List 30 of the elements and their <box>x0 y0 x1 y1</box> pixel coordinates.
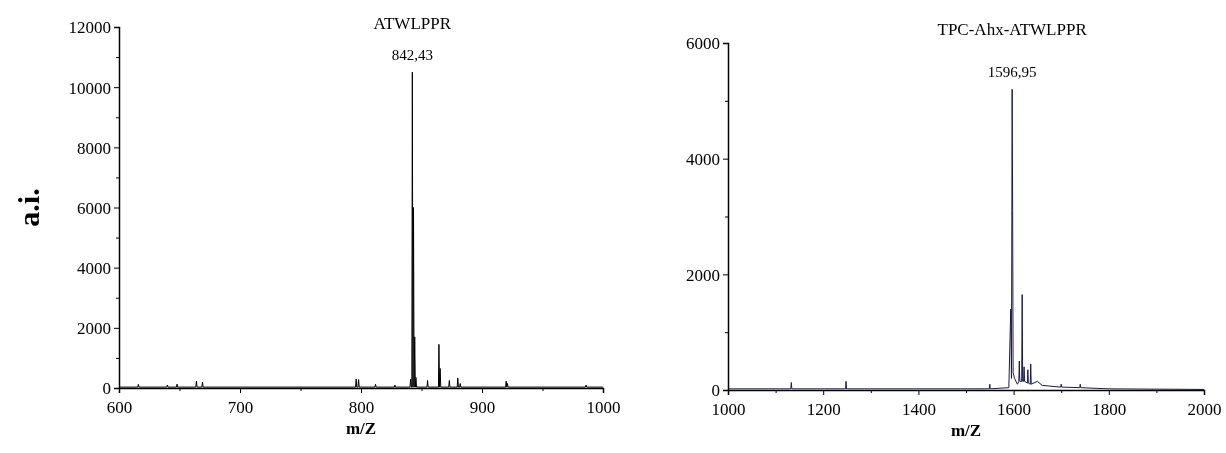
y-tick-label: 12000 <box>68 18 111 38</box>
x-tick-label: 1200 <box>806 400 841 419</box>
x-axis-title: m/Z <box>345 419 377 438</box>
chart-title: ATWLPPR <box>373 14 452 33</box>
x-tick-label: 900 <box>469 398 496 417</box>
x-tick-label: 800 <box>348 398 375 417</box>
y-axis-title: a.i. <box>12 188 45 227</box>
y-tick-label: 4000 <box>77 259 111 279</box>
x-tick-label: 1600 <box>997 400 1032 419</box>
x-tick-label: 1800 <box>1092 400 1127 419</box>
y-tick-label: 6000 <box>77 198 111 218</box>
y-tick-label: 10000 <box>68 78 111 98</box>
y-tick-label: 8000 <box>77 138 111 158</box>
y-tick-label: 4000 <box>686 150 720 170</box>
x-tick-label: 1000 <box>586 398 621 417</box>
y-tick-label: 0 <box>711 381 720 401</box>
x-tick-label: 1000 <box>711 400 746 419</box>
annotation: 1596,95 <box>987 64 1037 81</box>
line-series <box>727 88 1205 390</box>
y-tick-label: 6000 <box>686 34 720 54</box>
x-tick-label: 600 <box>106 398 133 417</box>
x-tick-label: 2000 <box>1187 400 1222 419</box>
x-tick-label: 700 <box>227 398 254 417</box>
y-tick-label: 2000 <box>77 319 111 339</box>
chart-title: TPC-Ahx-ATWLPPR <box>937 20 1088 39</box>
y-tick-label: 0 <box>102 379 111 399</box>
y-tick-label: 2000 <box>686 265 720 285</box>
x-tick-label: 1400 <box>901 400 936 419</box>
x-axis-title: m/Z <box>950 421 982 440</box>
annotation: 842,43 <box>391 47 433 64</box>
